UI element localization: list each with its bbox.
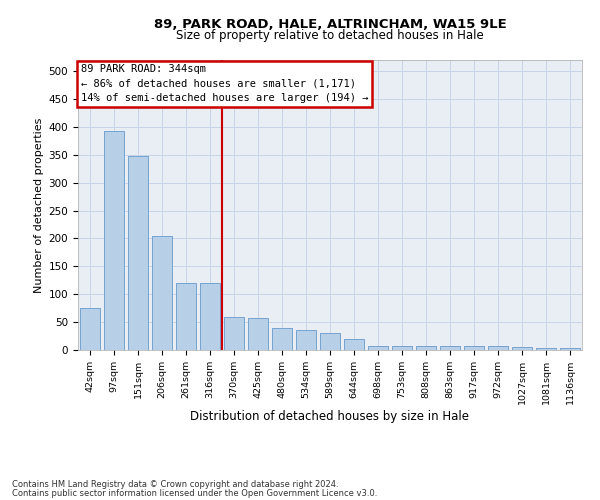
Bar: [560, 348, 580, 350]
Y-axis label: Number of detached properties: Number of detached properties: [34, 118, 44, 292]
Bar: [488, 346, 508, 350]
Text: 89 PARK ROAD: 344sqm
← 86% of detached houses are smaller (1,171)
14% of semi-de: 89 PARK ROAD: 344sqm ← 86% of detached h…: [80, 64, 368, 103]
Bar: [224, 316, 244, 350]
Text: Contains public sector information licensed under the Open Government Licence v3: Contains public sector information licen…: [12, 488, 377, 498]
Bar: [368, 346, 388, 350]
Text: 89, PARK ROAD, HALE, ALTRINCHAM, WA15 9LE: 89, PARK ROAD, HALE, ALTRINCHAM, WA15 9L…: [154, 18, 506, 30]
Text: Size of property relative to detached houses in Hale: Size of property relative to detached ho…: [176, 29, 484, 42]
Bar: [176, 283, 196, 350]
Bar: [320, 334, 340, 350]
Bar: [512, 347, 532, 350]
Bar: [128, 156, 148, 350]
Bar: [104, 131, 124, 350]
Bar: [392, 346, 412, 350]
Bar: [344, 339, 364, 350]
Bar: [296, 330, 316, 350]
Bar: [248, 318, 268, 350]
Bar: [416, 346, 436, 350]
Bar: [152, 236, 172, 350]
X-axis label: Distribution of detached houses by size in Hale: Distribution of detached houses by size …: [191, 410, 470, 422]
Bar: [440, 346, 460, 350]
Bar: [200, 283, 220, 350]
Text: Contains HM Land Registry data © Crown copyright and database right 2024.: Contains HM Land Registry data © Crown c…: [12, 480, 338, 489]
Bar: [464, 346, 484, 350]
Bar: [272, 328, 292, 350]
Bar: [80, 308, 100, 350]
Bar: [536, 348, 556, 350]
